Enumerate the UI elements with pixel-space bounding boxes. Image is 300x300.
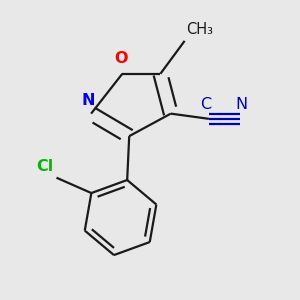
Text: N: N	[236, 97, 248, 112]
Text: N: N	[82, 93, 95, 108]
Text: Cl: Cl	[36, 159, 53, 174]
Text: CH₃: CH₃	[186, 22, 213, 38]
Text: C: C	[200, 97, 211, 112]
Text: O: O	[114, 51, 127, 66]
